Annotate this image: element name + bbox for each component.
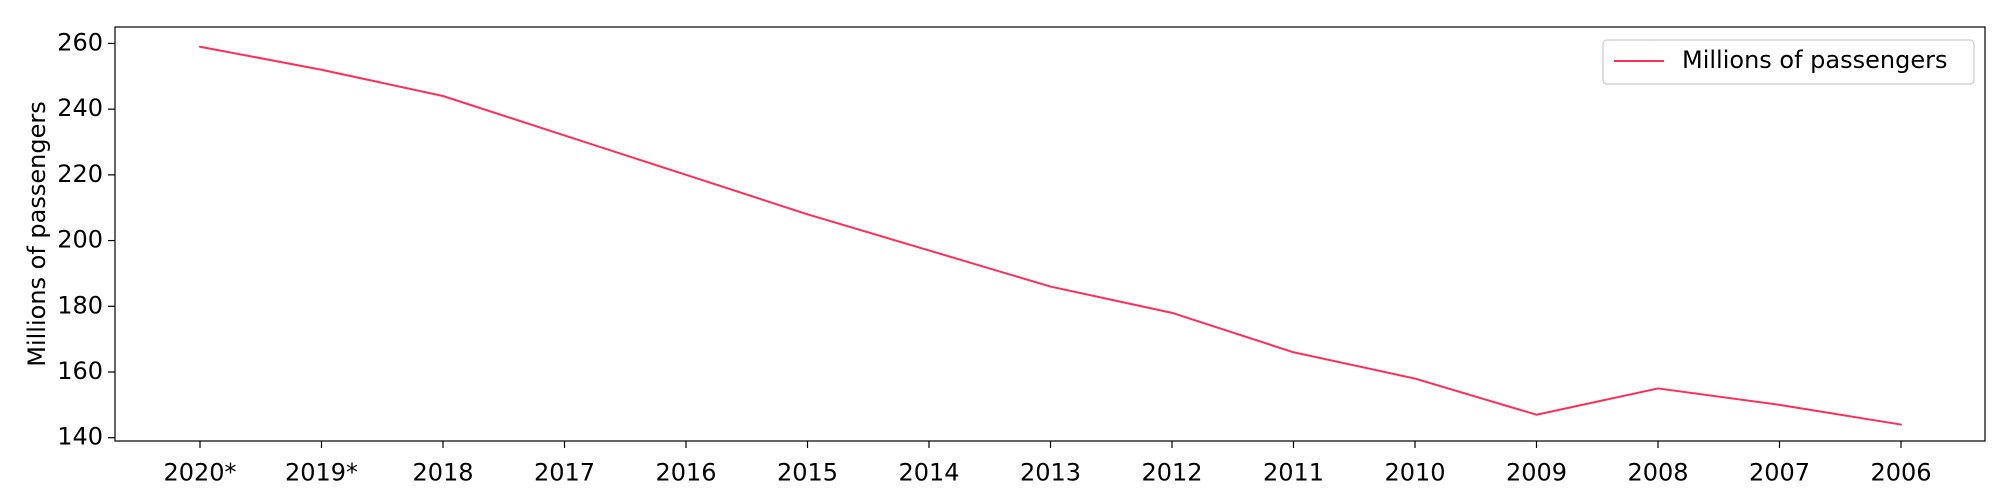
y-tick-label: 240 xyxy=(57,94,103,122)
x-tick-label: 2019* xyxy=(285,459,358,487)
data-point xyxy=(1900,424,1902,426)
data-point xyxy=(685,174,687,176)
data-point xyxy=(928,249,930,251)
y-tick-label: 160 xyxy=(57,357,103,385)
data-point xyxy=(442,95,444,97)
legend-frame xyxy=(1602,39,1975,85)
plot-frame xyxy=(114,26,1986,442)
y-axis-title: Millions of passengers xyxy=(23,101,51,366)
x-axis: 2020* 2019* 2018 2017 2016 2015 2014 2013 2012 20… xyxy=(163,441,1932,487)
data-point xyxy=(1536,414,1537,416)
series-line xyxy=(199,45,1902,426)
x-tick-label: 2014 xyxy=(898,459,959,487)
y-axis: 140 160 180 200 220 240 260 xyxy=(57,28,115,451)
x-tick-label: 2013 xyxy=(1020,459,1081,487)
y-tick-label: 260 xyxy=(57,28,103,56)
x-tick-label: 2016 xyxy=(655,459,716,487)
x-tick-label: 2011 xyxy=(1263,459,1324,487)
plot-area: 140 160 180 200 220 240 260 2020* 2019* 2018 2017… xyxy=(57,26,1986,487)
x-tick-label: 2007 xyxy=(1749,459,1810,487)
data-point xyxy=(807,213,808,215)
data-point xyxy=(1414,378,1416,380)
x-tick-label: 2008 xyxy=(1627,459,1688,487)
y-tick-label: 180 xyxy=(57,291,103,319)
x-tick-label: 2020* xyxy=(163,459,236,487)
data-point xyxy=(1171,312,1173,314)
x-tick-label: 2015 xyxy=(777,459,838,487)
x-tick-label: 2009 xyxy=(1506,459,1567,487)
y-tick-label: 200 xyxy=(57,226,103,254)
x-tick-label: 2006 xyxy=(1870,459,1931,487)
data-point xyxy=(1779,404,1780,406)
x-tick-label: 2018 xyxy=(412,459,473,487)
series-layer xyxy=(199,45,1902,426)
data-point xyxy=(564,134,565,136)
data-point xyxy=(199,46,201,48)
data-point xyxy=(1657,387,1659,389)
data-point xyxy=(1293,351,1294,353)
legend-label: Millions of passengers xyxy=(1682,46,1947,74)
y-tick-label: 220 xyxy=(57,160,103,188)
legend: Millions of passengers xyxy=(1602,39,1975,85)
x-tick-label: 2017 xyxy=(534,459,595,487)
data-point xyxy=(321,69,322,71)
x-tick-label: 2012 xyxy=(1141,459,1202,487)
x-tick-label: 2010 xyxy=(1384,459,1445,487)
y-tick-label: 140 xyxy=(57,423,103,451)
data-point xyxy=(1050,286,1051,288)
